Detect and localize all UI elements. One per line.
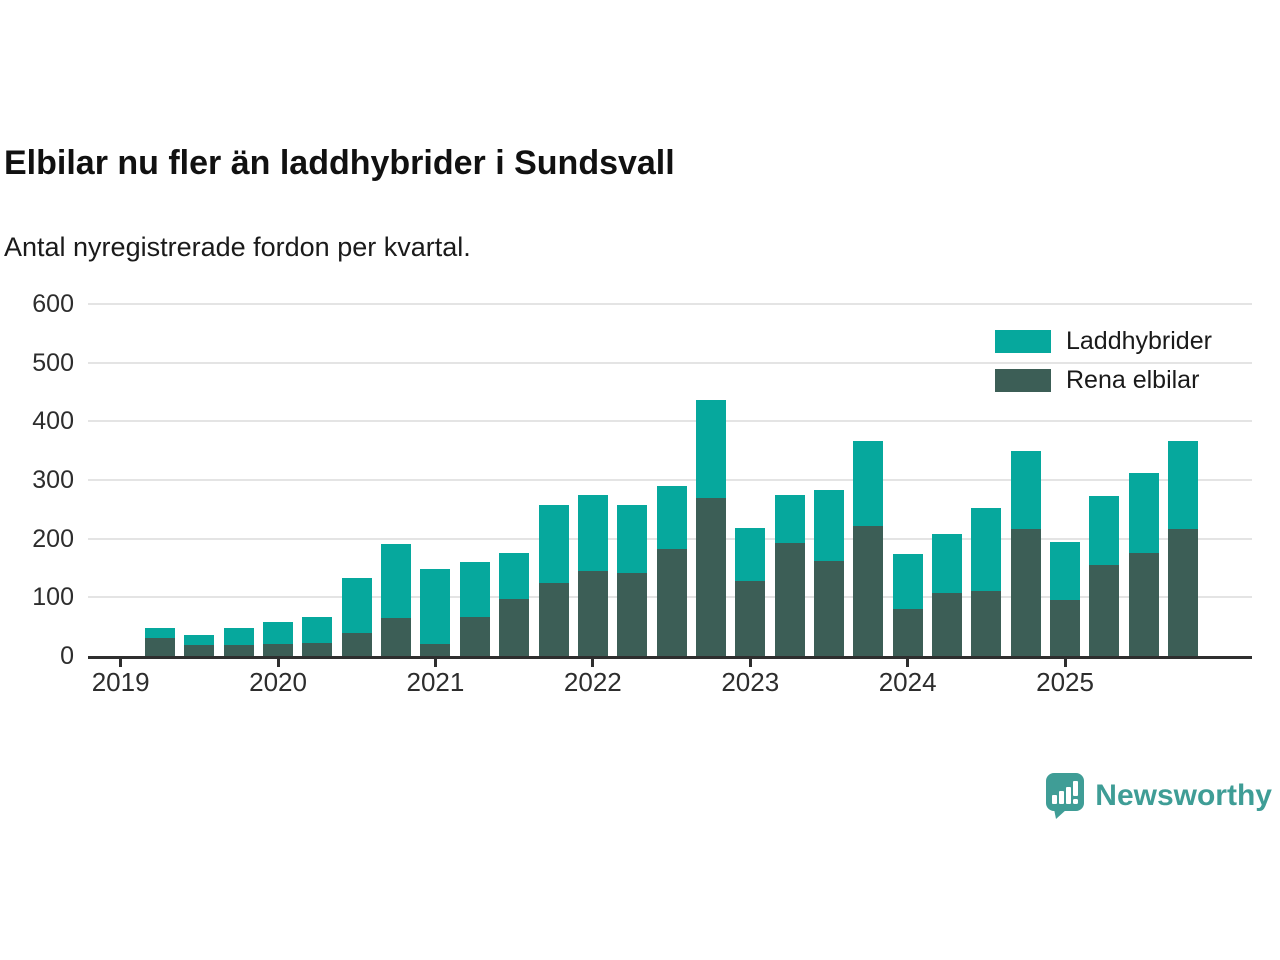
bar-segment-rena-elbilar bbox=[1011, 529, 1041, 656]
bar-segment-rena-elbilar bbox=[381, 618, 411, 656]
bar-segment-rena-elbilar bbox=[617, 573, 647, 656]
bar-segment-rena-elbilar bbox=[1129, 553, 1159, 656]
bar-segment-laddhybrider bbox=[775, 495, 805, 543]
legend: Laddhybrider Rena elbilar bbox=[995, 330, 1212, 408]
bar-segment-rena-elbilar bbox=[539, 583, 569, 656]
bar-segment-laddhybrider bbox=[263, 622, 293, 644]
bar-segment-rena-elbilar bbox=[263, 644, 293, 656]
bar-segment-laddhybrider bbox=[1129, 473, 1159, 553]
bar-segment-rena-elbilar bbox=[460, 617, 490, 656]
bar-segment-laddhybrider bbox=[617, 505, 647, 574]
legend-swatch-laddhybrider bbox=[995, 330, 1051, 353]
x-axis-tick bbox=[591, 658, 594, 667]
bar-segment-laddhybrider bbox=[814, 490, 844, 561]
x-axis-label: 2022 bbox=[533, 668, 653, 696]
bar-segment-rena-elbilar bbox=[735, 581, 765, 656]
bar-segment-laddhybrider bbox=[735, 528, 765, 581]
bar-segment-rena-elbilar bbox=[302, 643, 332, 656]
bar-segment-laddhybrider bbox=[420, 569, 450, 644]
y-axis-label: 100 bbox=[0, 583, 74, 611]
bar-segment-rena-elbilar bbox=[1089, 565, 1119, 656]
y-axis-label: 500 bbox=[0, 349, 74, 377]
bar-segment-rena-elbilar bbox=[184, 645, 214, 656]
legend-swatch-rena-elbilar bbox=[995, 369, 1051, 392]
x-axis-tick bbox=[906, 658, 909, 667]
bar-segment-rena-elbilar bbox=[893, 609, 923, 656]
bar-segment-rena-elbilar bbox=[1168, 529, 1198, 656]
bar-segment-laddhybrider bbox=[893, 554, 923, 609]
x-axis-tick bbox=[119, 658, 122, 667]
bar-segment-rena-elbilar bbox=[224, 645, 254, 656]
bar-segment-laddhybrider bbox=[1050, 542, 1080, 601]
bar-segment-laddhybrider bbox=[853, 441, 883, 527]
bar-segment-laddhybrider bbox=[539, 505, 569, 583]
bar-segment-rena-elbilar bbox=[657, 549, 687, 656]
x-axis-tick bbox=[277, 658, 280, 667]
bar-segment-rena-elbilar bbox=[775, 543, 805, 656]
bar-segment-rena-elbilar bbox=[853, 526, 883, 656]
bar-segment-rena-elbilar bbox=[420, 644, 450, 656]
bar-segment-laddhybrider bbox=[460, 562, 490, 617]
bar-segment-laddhybrider bbox=[302, 617, 332, 643]
bar-segment-laddhybrider bbox=[971, 508, 1001, 591]
newsworthy-logo-icon bbox=[1045, 772, 1085, 819]
bar-segment-laddhybrider bbox=[381, 544, 411, 619]
x-axis-tick bbox=[749, 658, 752, 667]
bar-segment-laddhybrider bbox=[184, 635, 214, 645]
x-axis-label: 2025 bbox=[1005, 668, 1125, 696]
legend-label: Laddhybrider bbox=[1066, 327, 1212, 356]
x-axis-label: 2023 bbox=[690, 668, 810, 696]
x-axis-label: 2019 bbox=[61, 668, 181, 696]
bar-segment-laddhybrider bbox=[696, 400, 726, 497]
bar-segment-laddhybrider bbox=[578, 495, 608, 571]
chart-subtitle: Antal nyregistrerade fordon per kvartal. bbox=[4, 232, 471, 263]
bar-segment-rena-elbilar bbox=[696, 498, 726, 656]
bar-segment-laddhybrider bbox=[342, 578, 372, 633]
legend-item-laddhybrider: Laddhybrider bbox=[995, 330, 1212, 353]
x-axis-tick bbox=[1064, 658, 1067, 667]
chart-title: Elbilar nu fler än laddhybrider i Sundsv… bbox=[4, 144, 675, 183]
y-axis-label: 300 bbox=[0, 466, 74, 494]
bar-segment-laddhybrider bbox=[1168, 441, 1198, 530]
bar-segment-rena-elbilar bbox=[1050, 600, 1080, 656]
x-axis-tick bbox=[434, 658, 437, 667]
bar-segment-rena-elbilar bbox=[578, 571, 608, 656]
bar-segment-laddhybrider bbox=[1011, 451, 1041, 530]
bar-segment-rena-elbilar bbox=[499, 599, 529, 656]
legend-item-rena-elbilar: Rena elbilar bbox=[995, 369, 1212, 392]
y-axis-label: 400 bbox=[0, 407, 74, 435]
y-axis-label: 200 bbox=[0, 525, 74, 553]
bar-segment-rena-elbilar bbox=[342, 633, 372, 656]
bar-segment-rena-elbilar bbox=[814, 561, 844, 656]
gridline bbox=[88, 420, 1252, 422]
gridline bbox=[88, 479, 1252, 481]
bar-segment-rena-elbilar bbox=[145, 638, 175, 656]
brand-name: Newsworthy bbox=[1095, 779, 1272, 813]
y-axis-label: 0 bbox=[0, 642, 74, 670]
x-axis-label: 2024 bbox=[848, 668, 968, 696]
bar-segment-laddhybrider bbox=[932, 534, 962, 593]
bar-segment-rena-elbilar bbox=[971, 591, 1001, 656]
gridline bbox=[88, 303, 1252, 305]
bar-segment-laddhybrider bbox=[1089, 496, 1119, 565]
x-axis-label: 2020 bbox=[218, 668, 338, 696]
x-axis-label: 2021 bbox=[375, 668, 495, 696]
y-axis-label: 600 bbox=[0, 290, 74, 318]
brand-footer: Newsworthy bbox=[1045, 772, 1272, 819]
bar-segment-laddhybrider bbox=[145, 628, 175, 638]
bar-segment-laddhybrider bbox=[657, 486, 687, 549]
bar-segment-laddhybrider bbox=[499, 553, 529, 599]
legend-label: Rena elbilar bbox=[1066, 366, 1199, 395]
bar-segment-laddhybrider bbox=[224, 628, 254, 646]
bar-segment-rena-elbilar bbox=[932, 593, 962, 656]
infographic-page: Elbilar nu fler än laddhybrider i Sundsv… bbox=[0, 0, 1280, 960]
